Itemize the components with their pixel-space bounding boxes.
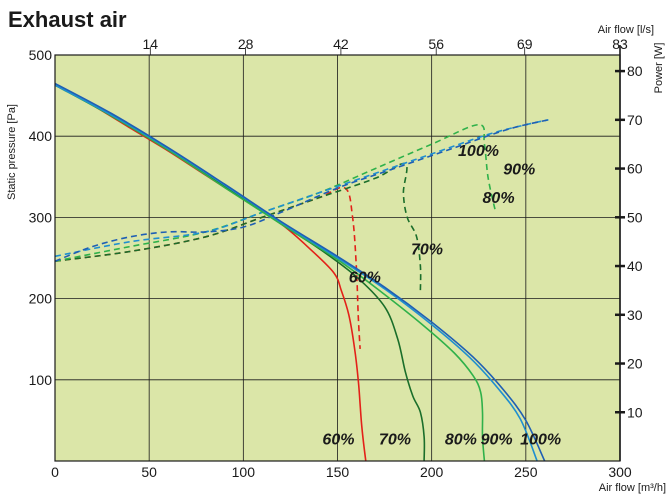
x-bottom-tick-label: 300 — [608, 464, 632, 480]
power-curve-100 — [54, 119, 549, 262]
curve-label: 100% — [458, 143, 499, 160]
x-top-tick-label: 14 — [143, 36, 159, 52]
x-top-tick-label: 28 — [238, 36, 254, 52]
curve-label: 80% — [445, 431, 477, 448]
y-left-tick-label: 100 — [29, 372, 53, 388]
curve-label: 90% — [503, 162, 535, 179]
x-bottom-tick-label: 50 — [141, 464, 157, 480]
y-left-tick-label: 200 — [29, 291, 53, 307]
power-curve-70 — [54, 162, 422, 291]
axes — [54, 45, 625, 462]
y-right-tick-label: 80 — [627, 63, 643, 79]
x-axis-bottom-label: Air flow [m³/h] — [599, 482, 666, 494]
chart-title: Exhaust air — [8, 7, 127, 32]
pressure-curves — [54, 82, 546, 462]
y-right-tick-label: 30 — [627, 307, 643, 323]
pressure-curve-60 — [54, 84, 367, 462]
y-right-tick-label: 50 — [627, 209, 643, 225]
x-bottom-tick-label: 150 — [326, 464, 350, 480]
curve-label: 100% — [520, 431, 561, 448]
y-axis-left-label: Static pressure [Pa] — [6, 104, 18, 200]
x-top-tick-label: 83 — [612, 36, 628, 52]
x-bottom-tick-label: 200 — [420, 464, 444, 480]
x-top-tick-label: 42 — [333, 36, 349, 52]
power-curves — [54, 119, 549, 349]
curve-label: 70% — [379, 431, 411, 448]
x-bottom-tick-label: 0 — [51, 464, 59, 480]
curve-label: 70% — [411, 241, 443, 258]
x-bottom-tick-label: 100 — [232, 464, 256, 480]
power-curve-80 — [54, 123, 497, 262]
y-axis-right-label: Power [W] — [653, 43, 665, 94]
x-top-tick-label: 56 — [428, 36, 444, 52]
y-right-tick-label: 60 — [627, 161, 643, 177]
y-right-tick-label: 20 — [627, 356, 643, 372]
x-bottom-tick-label: 250 — [514, 464, 538, 480]
y-left-tick-label: 300 — [29, 209, 53, 225]
y-right-tick-label: 10 — [627, 404, 643, 420]
y-left-tick-label: 400 — [29, 128, 53, 144]
curve-label: 90% — [481, 431, 513, 448]
curve-label: 80% — [483, 190, 515, 207]
curve-label: 60% — [349, 270, 381, 287]
curve-label: 60% — [322, 431, 354, 448]
y-right-tick-label: 70 — [627, 112, 643, 128]
pressure-curve-80 — [54, 84, 486, 462]
x-axis-top-label: Air flow [l/s] — [598, 24, 654, 36]
y-right-tick-label: 40 — [627, 258, 643, 274]
pressure-curve-100 — [54, 82, 546, 462]
x-top-tick-label: 69 — [517, 36, 533, 52]
y-left-tick-label: 500 — [29, 47, 53, 63]
curve-labels: 100%90%80%70%60%60% 70% 80% 90% 100% — [322, 143, 561, 448]
tick-labels: 0 50 100 150 200 250 300 14 28 42 56 69 83 100 200 300 4… — [29, 36, 643, 480]
